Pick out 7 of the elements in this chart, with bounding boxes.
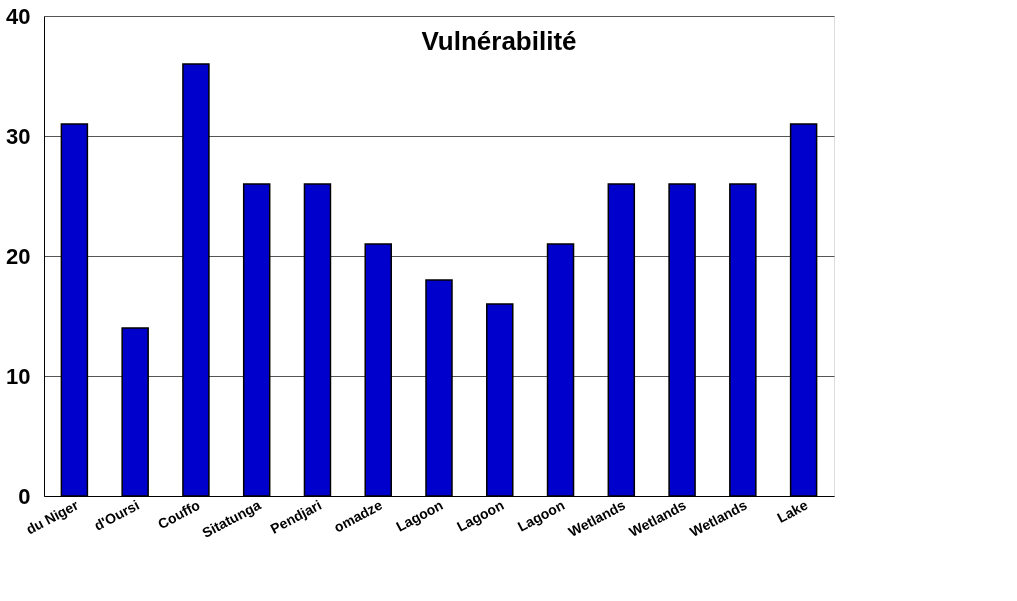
y-tick-label: 10 <box>6 363 31 389</box>
x-tick-label: Lake <box>774 496 811 526</box>
y-tick-label: 30 <box>6 123 31 149</box>
y-tick-label: 0 <box>18 483 31 509</box>
y-tick-label: 40 <box>6 3 31 29</box>
chart-title: Vulnérabilité <box>421 26 577 56</box>
y-tick-label: 20 <box>6 243 31 269</box>
